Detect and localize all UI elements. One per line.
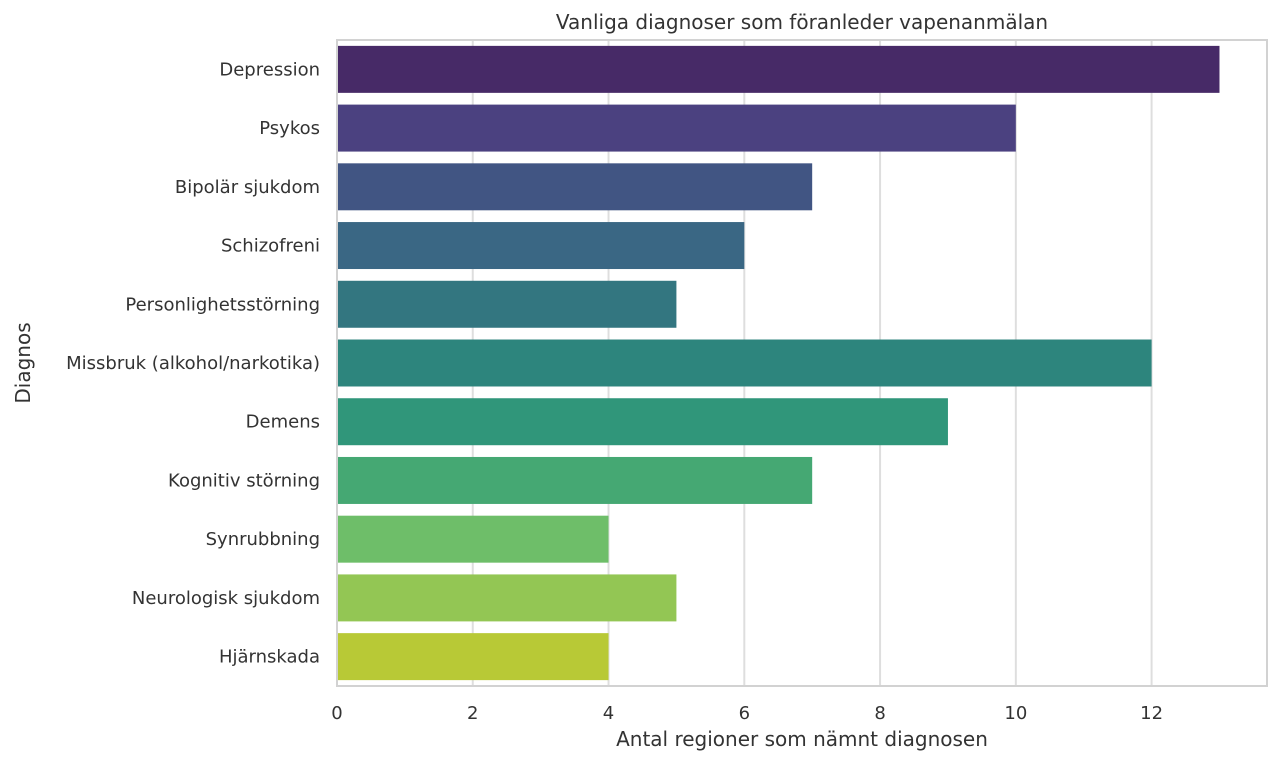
x-tick-label: 2 (467, 703, 478, 724)
category-label: Schizofreni (221, 236, 320, 257)
chart-title: Vanliga diagnoser som föranleder vapenan… (556, 10, 1048, 34)
category-label: Kognitiv störning (168, 470, 320, 491)
y-axis-label: Diagnos (11, 322, 35, 403)
bars (337, 45, 1220, 681)
category-label: Bipolär sjukdom (175, 177, 320, 198)
category-label: Personlighetsstörning (125, 294, 320, 315)
plot-frame (336, 39, 1268, 687)
x-tick-label: 0 (331, 703, 342, 724)
bar (337, 515, 609, 563)
bar (337, 163, 813, 211)
x-tick-label: 10 (1004, 703, 1027, 724)
category-label: Psykos (259, 118, 320, 139)
x-tick-label: 4 (603, 703, 614, 724)
bar (337, 633, 609, 681)
category-label: Synrubbning (206, 529, 320, 550)
bar (337, 45, 1220, 93)
bar (337, 339, 1152, 387)
category-labels: Depression Psykos Bipolär sjukdom Schizofre… (66, 59, 320, 667)
bar (337, 398, 948, 446)
x-tick-label: 12 (1140, 703, 1163, 724)
bar (337, 574, 677, 622)
bar (337, 280, 677, 328)
bar (337, 456, 813, 504)
x-tick-labels: 0 2 4 6 8 10 12 (331, 703, 1163, 724)
category-label: Neurologisk sjukdom (132, 588, 320, 609)
x-tick-label: 8 (874, 703, 885, 724)
x-tick-label: 6 (739, 703, 750, 724)
x-axis-label: Antal regioner som nämnt diagnosen (616, 727, 988, 751)
category-label: Demens (246, 412, 320, 433)
category-label: Depression (219, 59, 320, 80)
category-label: Missbruk (alkohol/narkotika) (66, 353, 320, 374)
category-label: Hjärnskada (219, 647, 320, 668)
bar (337, 222, 745, 270)
bar (337, 104, 1016, 152)
